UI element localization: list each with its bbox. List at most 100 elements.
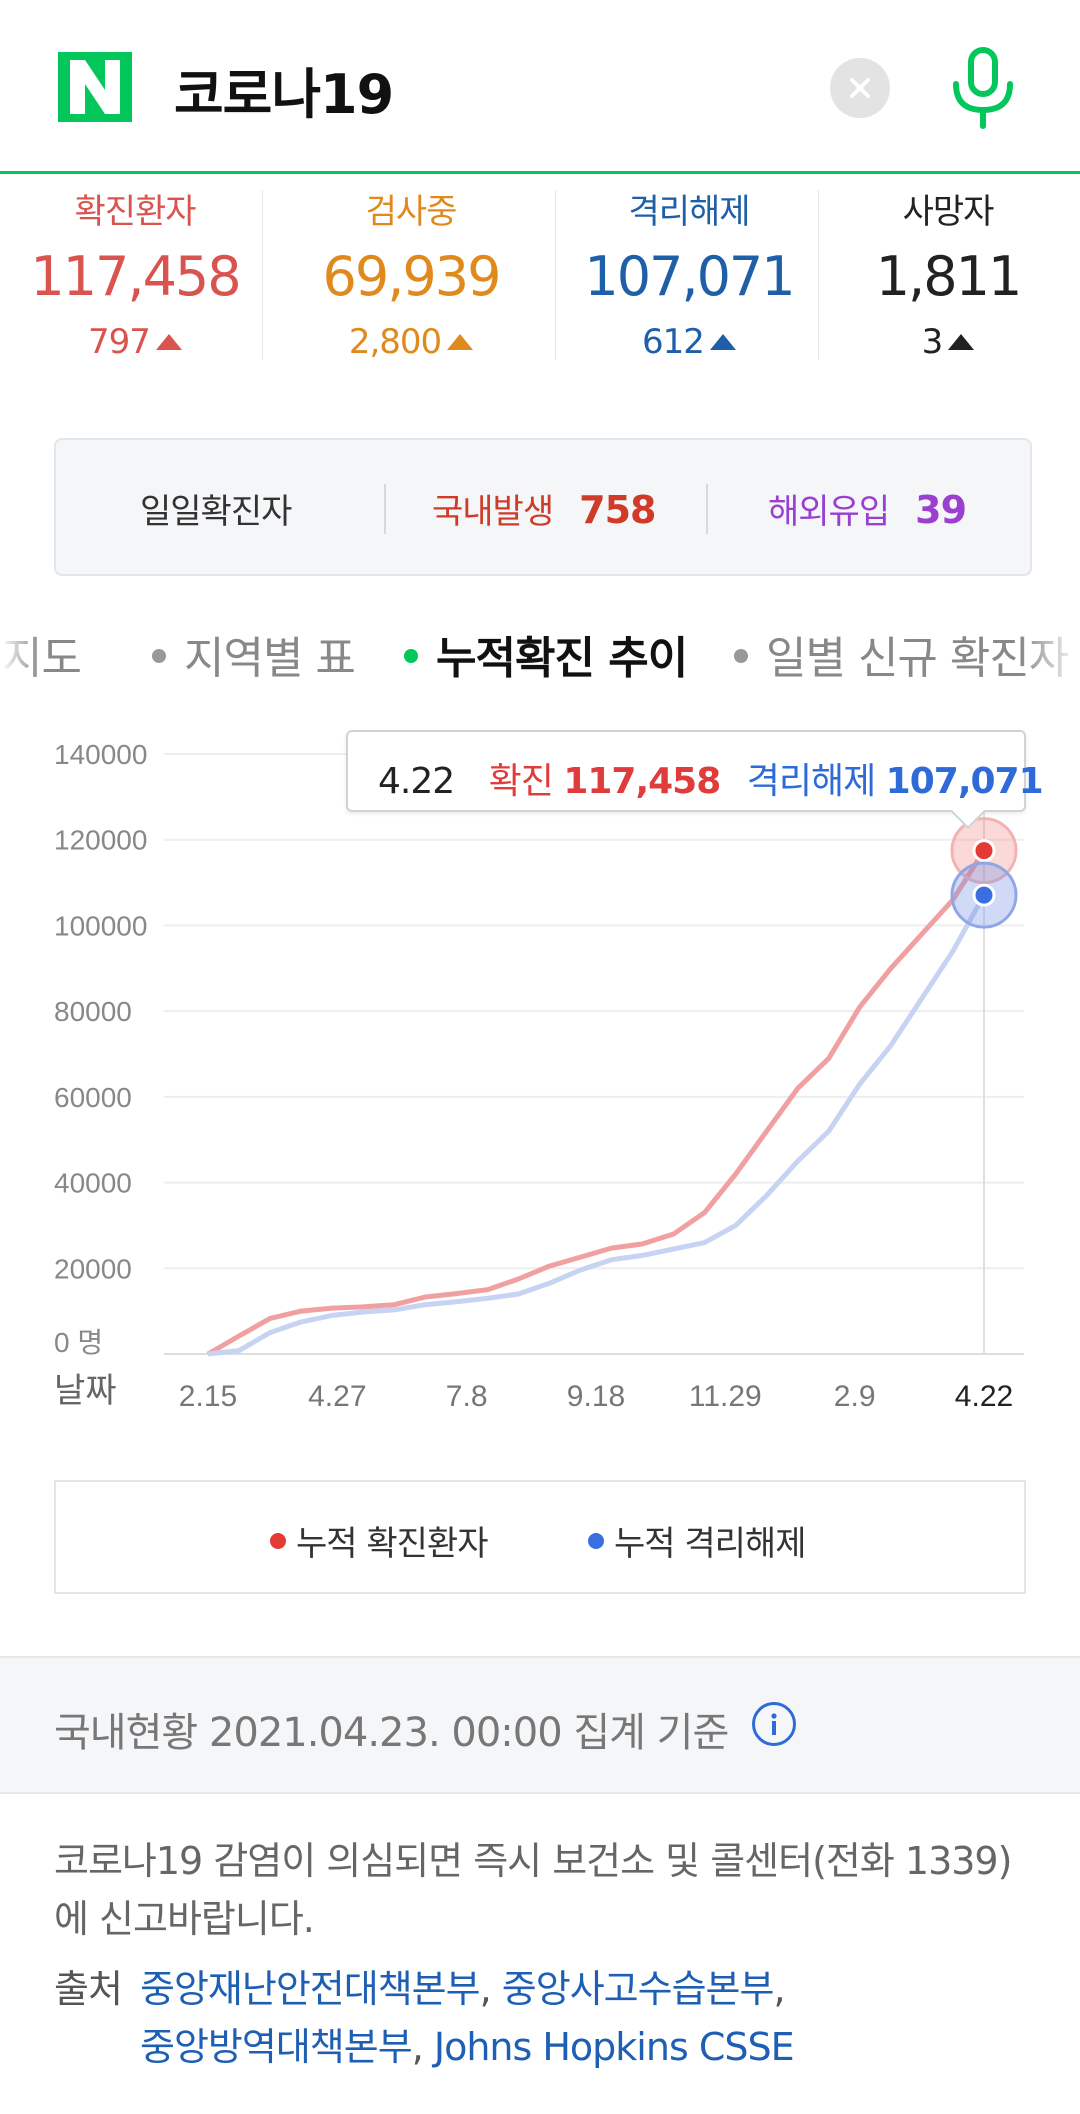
search-bar: 코로나19 xyxy=(0,0,1080,174)
source-link[interactable]: 중앙사고수습본부 xyxy=(501,1967,775,2011)
stat-label: 검사중 xyxy=(365,192,458,232)
source-label: 출처 xyxy=(54,1967,123,2011)
legend-dot xyxy=(588,1533,604,1549)
stat-delta: 3 xyxy=(816,322,1080,362)
y-tick-label: 100000 xyxy=(54,910,147,941)
legend-released[interactable]: 누적 격리해제 xyxy=(588,1516,806,1565)
source-link[interactable]: 중앙방역대책본부 xyxy=(140,2025,413,2069)
tooltip-confirmed-label: 확진 xyxy=(488,761,554,802)
x-tick-label: 9.18 xyxy=(567,1380,625,1413)
daily-domestic-value: 758 xyxy=(579,488,656,532)
source-link[interactable]: Johns Hopkins CSSE xyxy=(433,2025,795,2069)
marker-released[interactable] xyxy=(972,883,996,907)
daily-domestic: 국내발생 758 xyxy=(432,484,656,533)
up-triangle-icon xyxy=(948,334,975,350)
x-tick-label: 2.9 xyxy=(834,1380,876,1413)
notice-text: 코로나19 감염이 의심되면 즉시 보건소 및 콜센터(전화 1339)에 신고… xyxy=(54,1839,1012,1941)
chart-tooltip: 4.22 확진 117,458 격리해제 107,071 xyxy=(346,730,1044,829)
markers xyxy=(950,817,1018,929)
source-link[interactable]: 중앙재난안전대책본부 xyxy=(140,1967,481,2011)
divider xyxy=(384,484,386,534)
y-tick-label: 0 명 xyxy=(54,1327,103,1358)
stat-label: 확진환자 xyxy=(74,192,196,232)
stat-delta-value: 612 xyxy=(642,322,705,362)
divider xyxy=(706,484,708,534)
stat-released: 격리해제 107,071 612 xyxy=(554,176,824,376)
x-axis-title: 날짜 xyxy=(54,1372,117,1410)
daily-overseas-value: 39 xyxy=(915,488,967,532)
voice-search-button[interactable] xyxy=(948,46,1018,130)
stat-delta-value: 2,800 xyxy=(348,322,442,362)
daily-domestic-label: 국내발생 xyxy=(432,492,554,532)
scroll-fade xyxy=(1020,610,1080,690)
stat-label: 사망자 xyxy=(902,192,995,232)
stat-testing: 검사중 69,939 2,800 xyxy=(276,176,546,376)
y-tick-label: 140000 xyxy=(54,739,147,770)
daily-overseas: 해외유입 39 xyxy=(768,484,967,533)
chart-tabs: 지도 지역별 표 누적확진 추이 일별 신규 확진자 xyxy=(0,610,1080,690)
tab-label: 지역별 표 xyxy=(184,633,356,684)
x-tick-label: 11.29 xyxy=(689,1380,762,1413)
marker-confirmed[interactable] xyxy=(972,839,996,863)
search-query[interactable]: 코로나19 xyxy=(174,63,394,126)
stat-value: 1,811 xyxy=(875,245,1023,308)
daily-confirmed-box: 일일확진자 국내발생 758 해외유입 39 xyxy=(54,438,1032,576)
stat-value: 69,939 xyxy=(322,245,502,308)
y-tick-label: 80000 xyxy=(54,996,132,1027)
basis-text: 국내현황 2021.04.23. 00:00 집계 기준 xyxy=(54,1710,729,1756)
grid xyxy=(164,753,1024,1270)
x-tick-label: 7.8 xyxy=(446,1380,488,1413)
bullet-dot xyxy=(152,649,166,663)
daily-label: 일일확진자 xyxy=(140,492,292,532)
tab-daily-new[interactable]: 일별 신규 확진자 xyxy=(734,622,1069,686)
divider xyxy=(555,190,556,360)
tab-region-table[interactable]: 지역별 표 xyxy=(152,622,356,686)
tooltip-released-label: 격리해제 xyxy=(746,761,876,802)
bullet-dot xyxy=(404,649,418,663)
scroll-fade xyxy=(0,610,40,690)
x-tick-label: 2.15 xyxy=(179,1380,237,1413)
tooltip-content: 4.22 확진 117,458 격리해제 107,071 xyxy=(378,752,1044,804)
legend-label: 누적 확진환자 xyxy=(296,1524,488,1564)
legend-dot xyxy=(270,1533,286,1549)
y-tick-label: 40000 xyxy=(54,1168,132,1199)
naver-logo[interactable] xyxy=(58,52,132,122)
stat-deaths: 사망자 1,811 3 xyxy=(816,176,1080,376)
tooltip-released-value: 107,071 xyxy=(885,761,1044,802)
info-icon[interactable] xyxy=(752,1702,796,1746)
legend-label: 누적 격리해제 xyxy=(614,1524,806,1564)
stat-delta: 797 xyxy=(0,322,270,362)
stat-confirmed: 확진환자 117,458 797 xyxy=(0,176,270,376)
y-axis: 140000 120000 100000 80000 60000 40000 20000 0 … xyxy=(54,739,147,1358)
tab-cumulative-trend[interactable]: 누적확진 추이 xyxy=(404,622,688,686)
stat-delta-value: 3 xyxy=(921,322,944,362)
y-tick-label: 20000 xyxy=(54,1253,132,1284)
chart-legend: 누적 확진환자 누적 격리해제 xyxy=(54,1480,1026,1594)
covid-stats: 확진환자 117,458 797 검사중 69,939 2,800 격리해제 1… xyxy=(0,176,1080,376)
close-icon xyxy=(850,78,870,98)
legend-confirmed[interactable]: 누적 확진환자 xyxy=(270,1516,488,1565)
microphone-icon xyxy=(953,47,1013,129)
chart-svg[interactable]: 140000 120000 100000 80000 60000 40000 20000 0 … xyxy=(0,720,1080,1440)
up-triangle-icon xyxy=(709,334,736,350)
x-tick-label: 4.27 xyxy=(308,1380,366,1413)
divider xyxy=(262,190,263,360)
stat-delta-value: 797 xyxy=(88,322,151,362)
daily-overseas-label: 해외유입 xyxy=(768,492,890,532)
clear-button[interactable] xyxy=(830,58,890,118)
stat-delta: 2,800 xyxy=(276,322,546,362)
source-links: 중앙재난안전대책본부, 중앙사고수습본부, 중앙방역대책본부, Johns Ho… xyxy=(140,1967,795,2069)
y-tick-label: 120000 xyxy=(54,825,147,856)
bullet-dot xyxy=(734,649,748,663)
stat-label: 격리해제 xyxy=(628,192,750,232)
series xyxy=(206,849,987,1357)
y-tick-label: 60000 xyxy=(54,1082,132,1113)
x-tick-label: 4.22 xyxy=(955,1380,1013,1413)
tab-label: 일별 신규 확진자 xyxy=(766,633,1069,684)
series-line-confirmed xyxy=(206,849,987,1357)
up-triangle-icon xyxy=(155,334,182,350)
divider xyxy=(818,190,819,360)
up-triangle-icon xyxy=(447,334,474,350)
cumulative-chart[interactable]: 140000 120000 100000 80000 60000 40000 20000 0 … xyxy=(0,720,1080,1440)
tab-label: 누적확진 추이 xyxy=(436,633,688,684)
